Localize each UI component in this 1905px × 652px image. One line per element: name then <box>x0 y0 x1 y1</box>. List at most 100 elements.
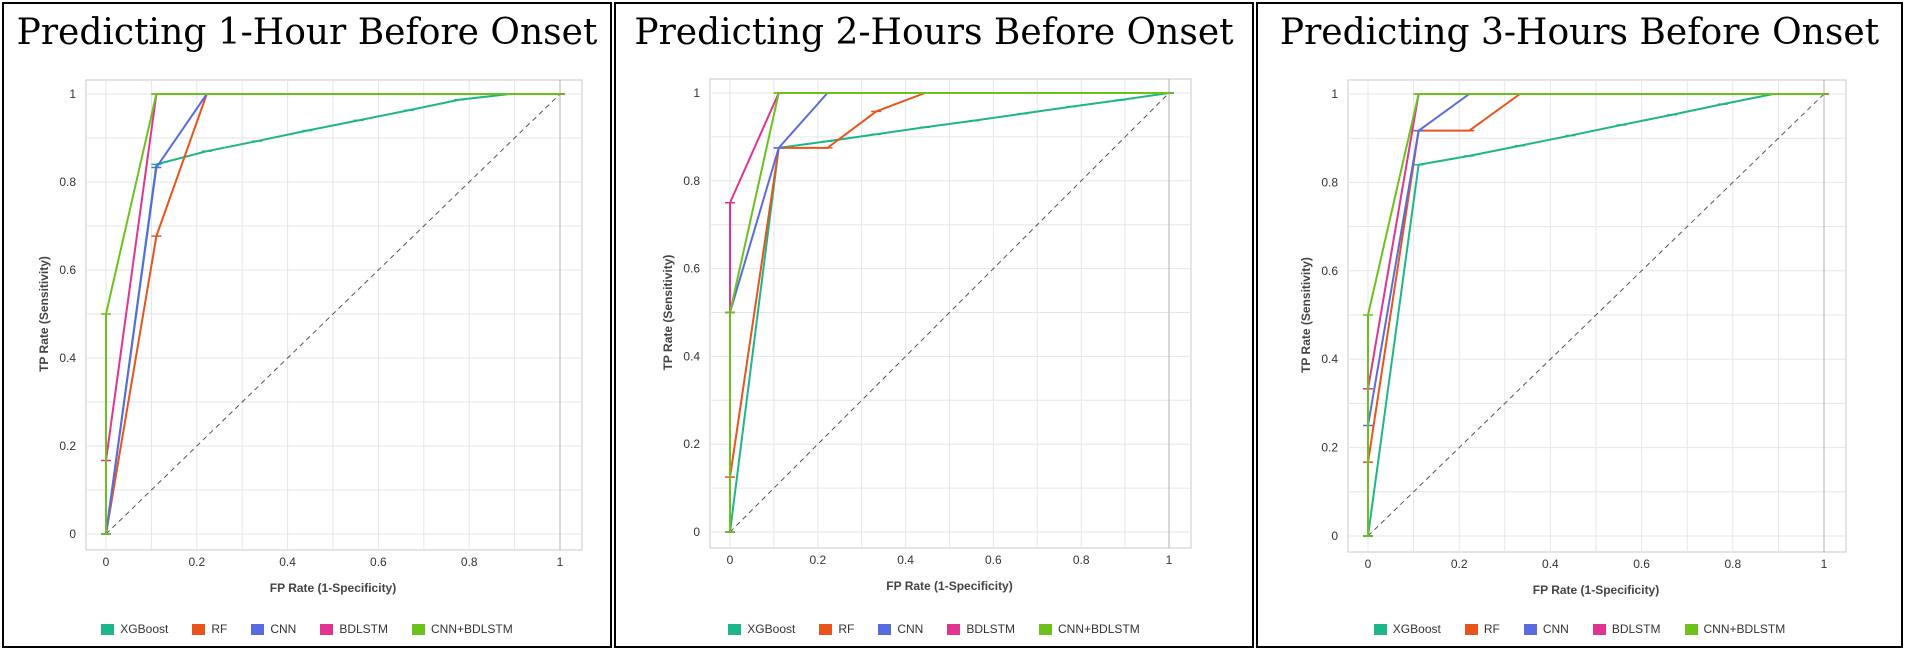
legend-item: RF <box>1464 622 1500 636</box>
legend-swatch <box>412 623 426 635</box>
x-axis-label: FP Rate (1-Specificity) <box>886 579 1012 593</box>
y-tick-label: 0.4 <box>59 351 76 365</box>
legend: XGBoost RF CNN BDLSTM CNN+BDLSTM <box>1258 622 1901 636</box>
y-tick-label: 1 <box>69 87 76 101</box>
legend-label: XGBoost <box>120 622 169 636</box>
chart-title: Predicting 1-Hour Before Onset <box>16 12 598 53</box>
chart-title: Predicting 2-Hours Before Onset <box>634 12 1234 53</box>
x-tick-label: 0.4 <box>897 553 914 567</box>
legend-label: BDLSTM <box>339 622 389 636</box>
x-tick-label: 1 <box>557 555 564 569</box>
reference-diagonal <box>729 92 1170 533</box>
legend-item: CNN <box>878 622 923 636</box>
legend-label: CNN+BDLSTM <box>1703 622 1786 636</box>
legend-swatch <box>1039 623 1053 635</box>
legend-swatch <box>320 623 334 635</box>
y-tick-label: 0.8 <box>683 174 700 188</box>
y-tick-label: 0.8 <box>59 175 76 189</box>
series-line <box>729 92 1170 533</box>
x-tick-label: 0.4 <box>1542 557 1559 571</box>
x-tick-label: 0.4 <box>279 555 296 569</box>
legend-item: CNN <box>251 622 296 636</box>
grid <box>710 79 1191 548</box>
roc-plot: 0 0.2 0.4 0.6 0.8 1 0 0.2 0.4 0.6 0.8 1 FP Rate (1-S… <box>1299 79 1847 597</box>
legend-label: BDLSTM <box>1611 622 1661 636</box>
legend-item: XGBoost <box>728 622 795 636</box>
y-tick-label: 1 <box>693 86 700 100</box>
legend-swatch <box>1373 623 1387 635</box>
legend-item: CNN+BDLSTM <box>1039 622 1140 636</box>
legend-item: RF <box>192 622 227 636</box>
legend-item: RF <box>819 622 854 636</box>
y-tick-label: 0.4 <box>1321 352 1338 366</box>
y-tick-label: 0 <box>69 527 76 541</box>
legend-swatch <box>819 623 833 635</box>
legend-item: XGBoost <box>1373 622 1441 636</box>
x-tick-label: 0.8 <box>461 555 478 569</box>
y-tick-label: 0.2 <box>683 437 700 451</box>
y-tick-label: 0.8 <box>1321 175 1338 189</box>
x-tick-label: 0.8 <box>1724 557 1741 571</box>
plot-frame <box>1347 79 1847 553</box>
legend-label: BDLSTM <box>966 622 1016 636</box>
plot-frame <box>709 78 1192 549</box>
y-tick-label: 0.2 <box>59 439 76 453</box>
legend-item: CNN+BDLSTM <box>1684 622 1786 636</box>
legend-label: CNN+BDLSTM <box>431 622 513 636</box>
legend-label: CNN <box>270 622 297 636</box>
x-tick-label: 0.2 <box>1451 557 1468 571</box>
x-tick-label: 0 <box>727 553 734 567</box>
x-tick-label: 0.8 <box>1073 553 1090 567</box>
legend-label: RF <box>838 622 855 636</box>
roc-plot: 0 0.2 0.4 0.6 0.8 1 0 0.2 0.4 0.6 0.8 1 FP Rate (1-S… <box>661 78 1192 593</box>
legend-swatch <box>1523 623 1537 635</box>
x-tick-label: 1 <box>1166 553 1173 567</box>
x-axis-label: FP Rate (1-Specificity) <box>1533 583 1659 597</box>
y-tick-label: 0.6 <box>683 262 700 276</box>
x-tick-label: 0.6 <box>370 555 387 569</box>
y-tick-label: 0.4 <box>683 349 700 363</box>
legend-swatch <box>1684 623 1698 635</box>
x-tick-label: 1 <box>1821 557 1828 571</box>
y-tick-label: 0 <box>693 525 700 539</box>
legend-item: BDLSTM <box>947 622 1015 636</box>
chart-panel-1-hour: Predicting 1-Hour Before Onset 0 0.2 0.4 0.… <box>2 2 612 648</box>
series-cnn-bdlstm <box>725 92 1174 533</box>
x-tick-label: 0.6 <box>985 553 1002 567</box>
series-cnn-bdlstm <box>101 93 565 535</box>
series-line <box>1367 93 1824 537</box>
legend-item: CNN <box>1523 622 1569 636</box>
y-tick-label: 0.2 <box>1321 441 1338 455</box>
series-line <box>105 93 560 535</box>
legend-label: RF <box>211 622 228 636</box>
chart-panel-2-hours: Predicting 2-Hours Before Onset 0 0.2 0.4 0… <box>614 2 1254 648</box>
reference-diagonal <box>105 93 561 535</box>
y-axis-label: TP Rate (Sensitivity) <box>37 256 51 372</box>
x-tick-label: 0.6 <box>1633 557 1650 571</box>
x-tick-label: 0.2 <box>188 555 205 569</box>
legend-swatch <box>1592 623 1606 635</box>
grid <box>1348 80 1846 552</box>
reference-diagonal <box>1367 93 1825 537</box>
legend-swatch <box>251 623 265 635</box>
legend-swatch <box>947 623 961 635</box>
legend-swatch <box>1464 623 1478 635</box>
chart-title: Predicting 3-Hours Before Onset <box>1279 12 1880 53</box>
legend-label: XGBoost <box>1392 622 1441 636</box>
legend-item: BDLSTM <box>320 622 388 636</box>
y-axis-label: TP Rate (Sensitivity) <box>1299 257 1313 373</box>
roc-plot: 0 0.2 0.4 0.6 0.8 1 0 0.2 0.4 0.6 0.8 1 FP Rate (1-S… <box>37 79 583 595</box>
legend-label: CNN <box>897 622 924 636</box>
chart-panel-3-hours: Predicting 3-Hours Before Onset 0 0.2 0.4 0… <box>1256 2 1903 648</box>
y-tick-label: 0 <box>1331 529 1338 543</box>
legend-item: CNN+BDLSTM <box>412 622 513 636</box>
legend-item: XGBoost <box>101 622 168 636</box>
legend-swatch <box>101 623 115 635</box>
y-axis-label: TP Rate (Sensitivity) <box>661 255 675 371</box>
y-tick-label: 1 <box>1331 87 1338 101</box>
y-tick-label: 0.6 <box>59 263 76 277</box>
legend-swatch <box>878 623 892 635</box>
x-tick-label: 0.2 <box>809 553 826 567</box>
series-cnn-bdlstm <box>1363 93 1829 537</box>
legend: XGBoost RF CNN BDLSTM CNN+BDLSTM <box>616 622 1252 636</box>
